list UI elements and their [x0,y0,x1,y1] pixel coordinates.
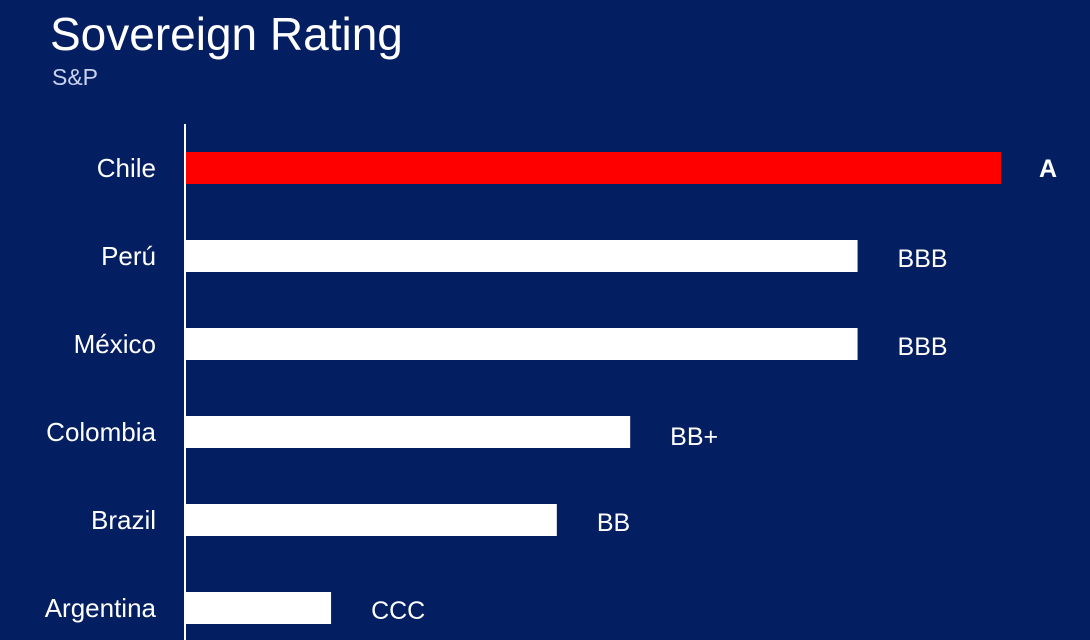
rating-label: A [1039,155,1057,183]
category-label: México [74,329,156,359]
bar-peru [186,240,858,272]
category-label: Colombia [46,417,156,447]
category-label: Brazil [91,505,156,535]
rating-label: BB+ [670,423,718,451]
category-label: Perú [101,241,156,271]
chart-title: Sovereign Rating [50,8,403,60]
bars-group: Chile A Perú BBB México BBB Colombia BB+ Brazil B… [45,152,1057,625]
rating-label: CCC [371,597,425,625]
chart-subtitle: S&P [52,64,99,90]
bar-chile [186,152,1001,184]
rating-label: BBB [898,333,948,361]
rating-label: BBB [898,245,948,273]
rating-label: BB [597,509,630,537]
bar-colombia [186,416,631,448]
bar-mexico [186,328,858,360]
category-label: Argentina [45,593,157,623]
bar-argentina [186,592,332,624]
category-label: Chile [97,153,156,183]
bar-brazil [186,504,557,536]
